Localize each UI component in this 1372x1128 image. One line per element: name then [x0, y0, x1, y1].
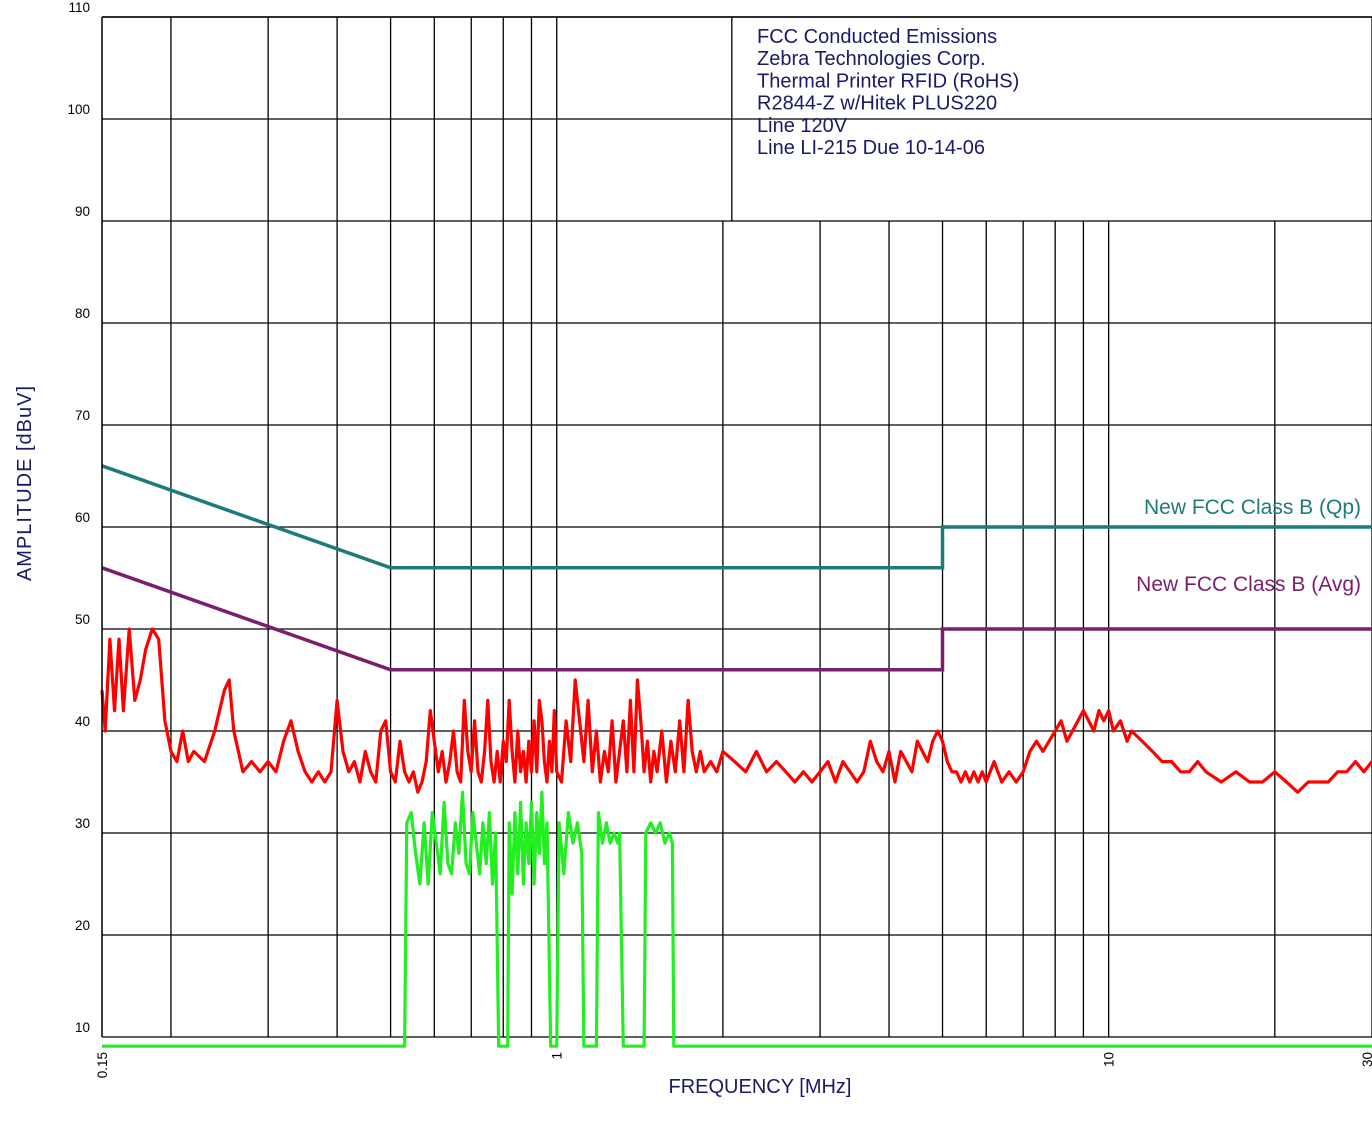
x-tick-label: 1: [550, 1052, 565, 1060]
x-tick-label: 0.15: [95, 1052, 110, 1078]
title-line: Zebra Technologies Corp.: [757, 48, 986, 70]
y-tick-label: 70: [75, 408, 90, 423]
limit-line-label: New FCC Class B (Avg): [1136, 573, 1361, 596]
y-tick-label: 80: [75, 306, 90, 321]
limit-line-label: New FCC Class B (Qp): [1144, 496, 1361, 519]
y-tick-label: 90: [75, 204, 90, 219]
y-tick-label: 40: [75, 714, 90, 729]
y-axis-label: AMPLITUDE [dBuV]: [14, 385, 36, 581]
axes: [101, 16, 1372, 1037]
title-line: FCC Conducted Emissions: [757, 26, 997, 48]
y-tick-label: 100: [67, 102, 90, 117]
limit-lines: New FCC Class B (Qp) New FCC Class B (Avg…: [101, 464, 1372, 672]
x-axis-label: FREQUENCY [MHz]: [669, 1076, 852, 1098]
peak-trace: [100, 627, 1372, 794]
y-tick-label: 30: [75, 816, 90, 831]
title-line: Line 120V: [757, 115, 848, 137]
x-tick-label: 30: [1360, 1052, 1372, 1067]
limit-line: [101, 464, 1372, 570]
title-line: R2844-Z w/Hitek PLUS220: [757, 93, 997, 115]
measurement-series: [100, 627, 1372, 1048]
y-tick-label: 20: [75, 918, 90, 933]
y-tick-label: 50: [75, 612, 90, 627]
y-tick-label: 60: [75, 510, 90, 525]
limit-line: [101, 566, 1372, 672]
average-trace: [102, 790, 1372, 1048]
y-tick-label: 10: [75, 1020, 90, 1035]
title-line: Thermal Printer RFID (RoHS): [757, 70, 1019, 92]
x-tick-label: 10: [1102, 1052, 1117, 1067]
y-tick-label: 110: [68, 0, 90, 15]
title-line: Line LI-215 Due 10-14-06: [757, 137, 985, 159]
